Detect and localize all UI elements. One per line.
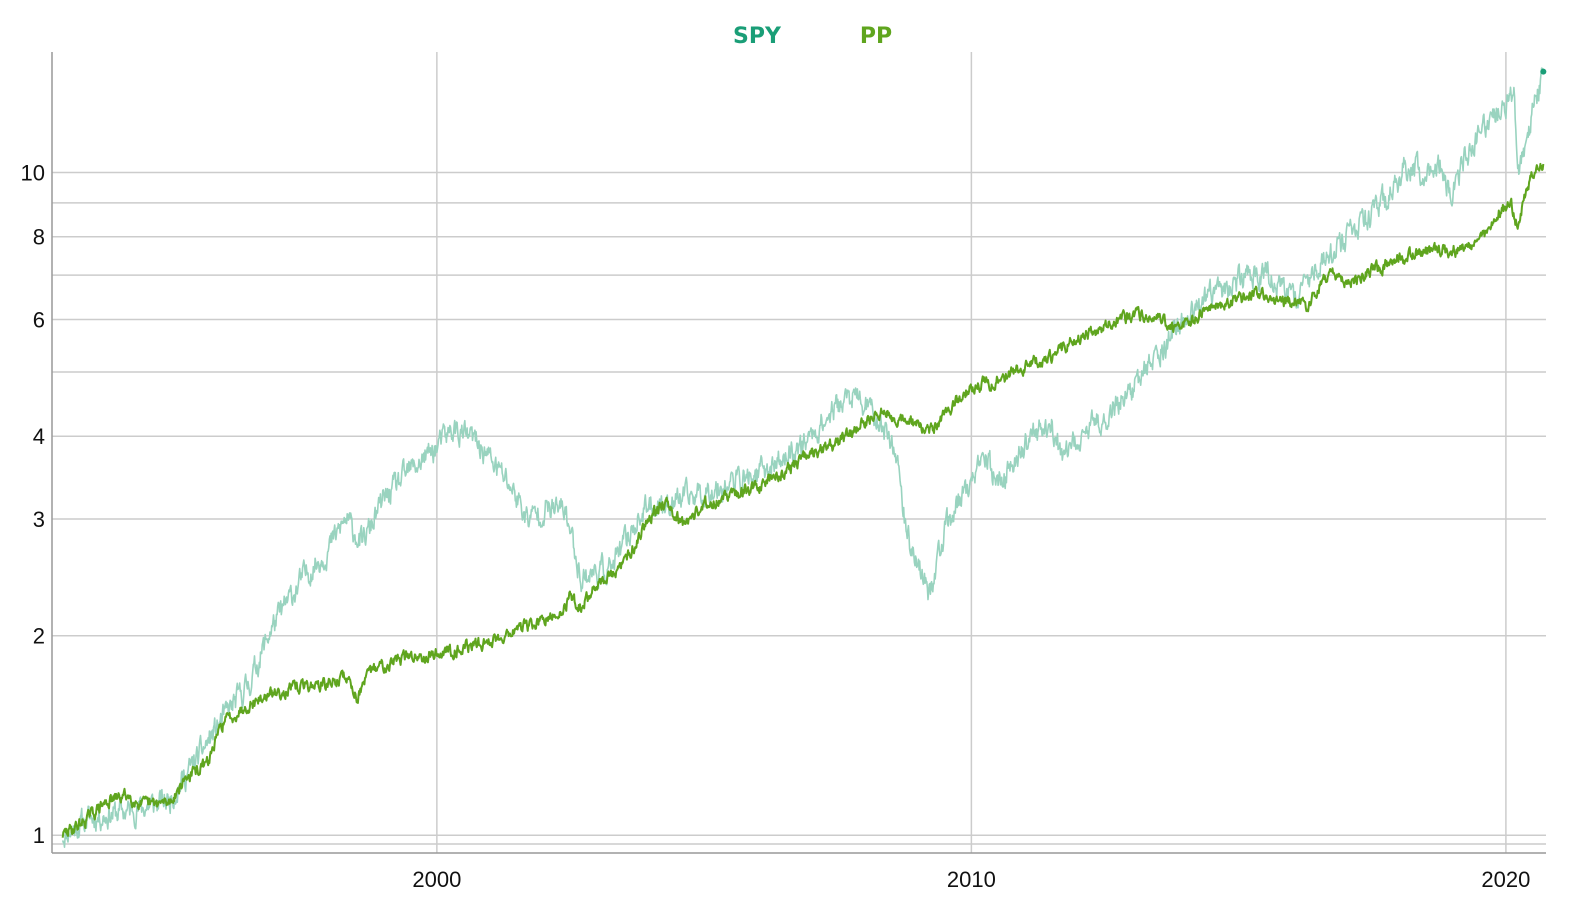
legend: SPY PP — [733, 24, 892, 49]
x-tick-label-2020: 2020 — [1481, 867, 1530, 892]
series-lines — [61, 67, 1547, 848]
series-line-pp[interactable] — [61, 162, 1545, 838]
series-line-spy[interactable] — [61, 67, 1545, 848]
y-tick-label-1: 1 — [33, 823, 45, 848]
tick-labels: 1 2 3 4 6 8 10 2000 2010 2020 — [21, 161, 1531, 892]
x-tick-label-2010: 2010 — [947, 867, 996, 892]
y-tick-label-10: 10 — [21, 161, 45, 186]
y-tick-label-6: 6 — [33, 308, 45, 333]
x-tick-label-2000: 2000 — [412, 867, 461, 892]
series-end-marker-spy — [1540, 68, 1547, 75]
legend-label-spy[interactable]: SPY — [733, 24, 782, 49]
y-tick-label-3: 3 — [33, 507, 45, 532]
y-tick-label-2: 2 — [33, 624, 45, 649]
y-tick-label-4: 4 — [33, 424, 45, 449]
axes — [51, 52, 1546, 854]
legend-label-pp[interactable]: PP — [860, 24, 892, 49]
gridlines — [52, 52, 1546, 853]
y-tick-label-8: 8 — [33, 225, 45, 250]
